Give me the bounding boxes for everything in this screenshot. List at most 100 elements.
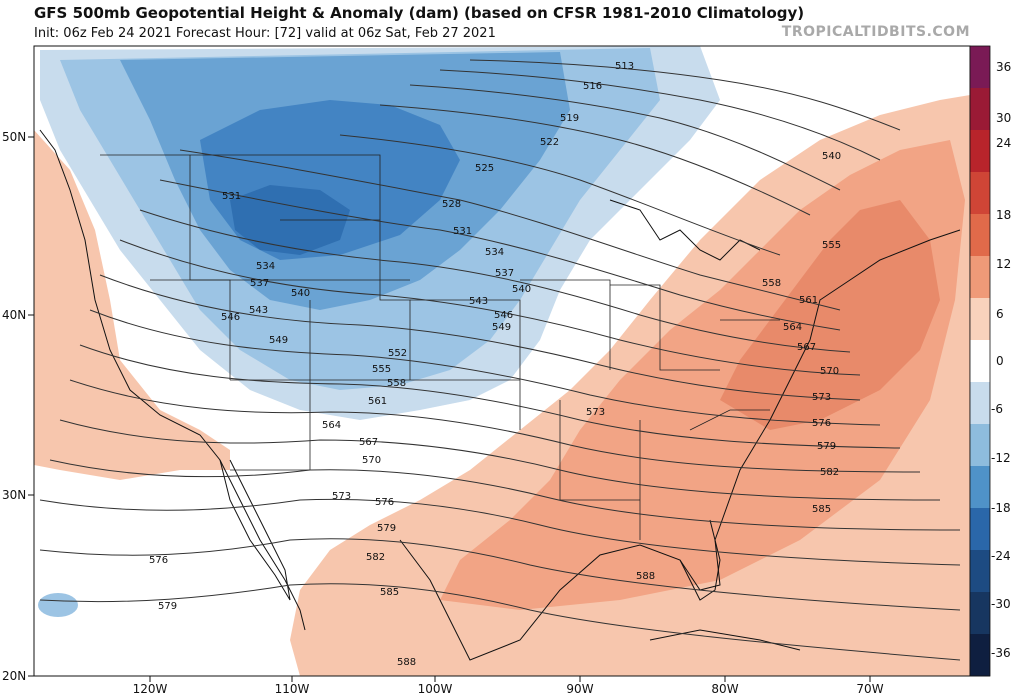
- contour-label: 525: [475, 163, 494, 174]
- colorbar-label: -6: [991, 402, 1003, 416]
- map-title: GFS 500mb Geopotential Height & Anomaly …: [34, 4, 805, 22]
- contour-label: 573: [812, 392, 831, 403]
- colorbar-label: -18: [991, 501, 1011, 515]
- contour-label: 573: [586, 407, 605, 418]
- contour-label: 555: [822, 240, 841, 251]
- colorbar: 36 30 24 18 12 6 0 -6 -12 -18 -24 -30 -3…: [969, 45, 1011, 677]
- colorbar-bands: [970, 46, 990, 677]
- contour-label: 579: [377, 523, 396, 534]
- colorbar-band: [970, 130, 990, 173]
- negative-anomaly-pacific: [38, 593, 78, 617]
- contour-label: 549: [269, 335, 288, 346]
- lon-label-110w: 110W: [275, 682, 310, 696]
- contour-label: 588: [397, 657, 416, 668]
- colorbar-band: [970, 88, 990, 131]
- contour-label: 552: [388, 348, 407, 359]
- contour-label: 570: [820, 366, 839, 377]
- contour-label: 537: [250, 278, 269, 289]
- state-borders: [100, 154, 780, 540]
- colorbar-band: [970, 634, 990, 677]
- contour-label: 561: [799, 295, 818, 306]
- colorbar-label: -24: [991, 549, 1011, 563]
- lon-label-80w: 80W: [711, 682, 738, 696]
- contour-label: 534: [256, 261, 275, 272]
- contour-label: 558: [762, 278, 781, 289]
- contour-label: 585: [812, 504, 831, 515]
- baja-peninsula: [219, 459, 291, 601]
- colorbar-band: [970, 214, 990, 257]
- lat-label-50n: 50N: [2, 130, 26, 144]
- contour-label: 513: [615, 61, 634, 72]
- contour-label: 564: [783, 322, 802, 333]
- colorbar-band: [970, 550, 990, 593]
- colorbar-label: 24: [996, 136, 1011, 150]
- contour-label: 531: [222, 191, 241, 202]
- contour-label: 516: [583, 81, 602, 92]
- contour-label: 588: [636, 571, 655, 582]
- contour-label: 567: [797, 342, 816, 353]
- contour-label: 561: [368, 396, 387, 407]
- lat-label-40n: 40N: [2, 308, 26, 322]
- contour-label: 546: [221, 312, 240, 323]
- contour-label: 549: [492, 322, 511, 333]
- contour-label: 585: [380, 587, 399, 598]
- lon-label-100w: 100W: [418, 682, 453, 696]
- contour-label: 519: [560, 113, 579, 124]
- lon-label-90w: 90W: [566, 682, 593, 696]
- contour-label: 522: [540, 137, 559, 148]
- colorbar-band: [970, 508, 990, 551]
- lon-label-70w: 70W: [856, 682, 883, 696]
- colorbar-label: 36: [996, 60, 1011, 74]
- colorbar-band: [970, 46, 990, 89]
- west-coast: [39, 129, 306, 631]
- contour-label: 534: [485, 247, 504, 258]
- map-subtitle: Init: 06z Feb 24 2021 Forecast Hour: [72…: [34, 26, 496, 41]
- colorbar-label: 0: [996, 354, 1004, 368]
- contour-labels: 513 516 519 522 525 528 531 531 534 534 …: [149, 61, 841, 668]
- lat-label-20n: 20N: [2, 669, 26, 683]
- longitude-axis: 120W 110W 100W 90W 80W 70W: [133, 676, 884, 696]
- cuba: [649, 629, 801, 651]
- contour-label: 576: [149, 555, 168, 566]
- latitude-axis: 50N 40N 30N 20N: [2, 130, 34, 683]
- contour-label: 543: [249, 305, 268, 316]
- contour-label: 576: [812, 418, 831, 429]
- contour-label: 582: [820, 467, 839, 478]
- colorbar-label: -12: [991, 451, 1011, 465]
- colorbar-label: -36: [991, 646, 1011, 660]
- colorbar-band: [970, 424, 990, 467]
- lon-label-120w: 120W: [133, 682, 168, 696]
- colorbar-label: 6: [996, 307, 1004, 321]
- contour-label: 576: [375, 497, 394, 508]
- contour-label: 579: [817, 441, 836, 452]
- gulf-coast: [399, 229, 961, 661]
- contour-label: 555: [372, 364, 391, 375]
- colorbar-band: [970, 298, 990, 341]
- contour-label: 540: [291, 288, 310, 299]
- contour-label: 537: [495, 268, 514, 279]
- positive-anomaly-west: [34, 130, 230, 480]
- great-lakes: [609, 199, 761, 261]
- contour-label: 540: [822, 151, 841, 162]
- lat-label-30n: 30N: [2, 488, 26, 502]
- contour-label: 570: [362, 455, 381, 466]
- contour-label: 540: [512, 284, 531, 295]
- contour-label: 528: [442, 199, 461, 210]
- colorbar-band: [970, 382, 990, 425]
- contour-label: 543: [469, 296, 488, 307]
- contour-label: 531: [453, 226, 472, 237]
- contour-label: 579: [158, 601, 177, 612]
- colorbar-label: -30: [991, 597, 1011, 611]
- contour-label: 582: [366, 552, 385, 563]
- colorbar-band: [970, 592, 990, 635]
- colorbar-band: [970, 256, 990, 299]
- colorbar-band: [970, 340, 990, 383]
- colorbar-band: [970, 466, 990, 509]
- coastlines: [39, 129, 961, 661]
- map-area: 513 516 519 522 525 528 531 531 534 534 …: [33, 45, 971, 677]
- contour-label: 558: [387, 378, 406, 389]
- colorbar-band: [970, 172, 990, 215]
- height-contours: [39, 59, 961, 661]
- contour-label: 546: [494, 310, 513, 321]
